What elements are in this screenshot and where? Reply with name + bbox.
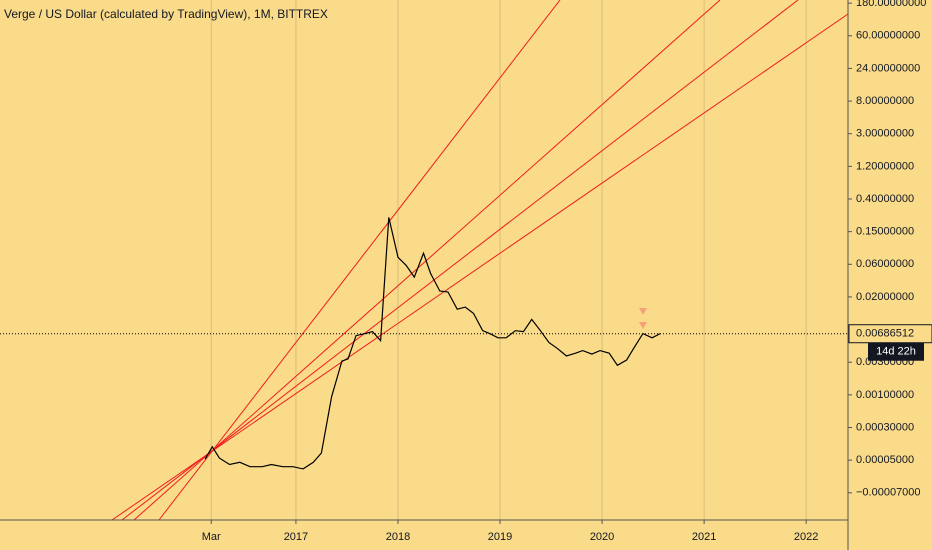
x-tick-label: 2019 [488, 531, 512, 543]
trend-line [133, 0, 721, 521]
y-tick-label: 1.20000000 [856, 160, 914, 172]
trend-line [121, 0, 799, 521]
y-tick-label: 180.00000000 [856, 0, 926, 9]
trend-lines [111, 0, 849, 521]
event-markers [639, 308, 647, 329]
x-tick-label: 2022 [794, 531, 818, 543]
grid [210, 0, 807, 520]
event-marker [639, 322, 647, 329]
x-tick-label: 2017 [284, 531, 308, 543]
y-tick-label: 3.00000000 [856, 128, 914, 140]
y-tick-label: 0.00030000 [856, 421, 914, 433]
y-tick-label: 0.06000000 [856, 258, 914, 270]
y-tick-label: 60.00000000 [856, 30, 920, 42]
y-tick-label: 0.15000000 [856, 226, 914, 238]
x-tick-label: 2020 [590, 531, 614, 543]
price-line [204, 217, 661, 470]
chart-title: Verge / US Dollar (calculated by Trading… [4, 7, 328, 21]
y-tick-label: 24.00000000 [856, 62, 920, 74]
y-tick-label: 0.00005000 [856, 454, 914, 466]
countdown-box [868, 342, 924, 361]
x-tick-label: Mar [202, 531, 221, 543]
y-tick-label: 0.40000000 [856, 193, 914, 205]
y-tick-label: −0.00007000 [856, 487, 921, 499]
y-tick-label: 8.00000000 [856, 95, 914, 107]
x-tick-label: 2021 [692, 531, 716, 543]
event-marker [639, 308, 647, 315]
trend-line [158, 0, 561, 521]
trend-line [111, 13, 849, 521]
y-tick-label: 0.00100000 [856, 389, 914, 401]
x-tick-label: 2018 [386, 531, 410, 543]
countdown-label: 14d 22h [876, 346, 916, 358]
y-tick-label: 0.02000000 [856, 291, 914, 303]
last-price-label: 0.00686512 [856, 328, 914, 340]
